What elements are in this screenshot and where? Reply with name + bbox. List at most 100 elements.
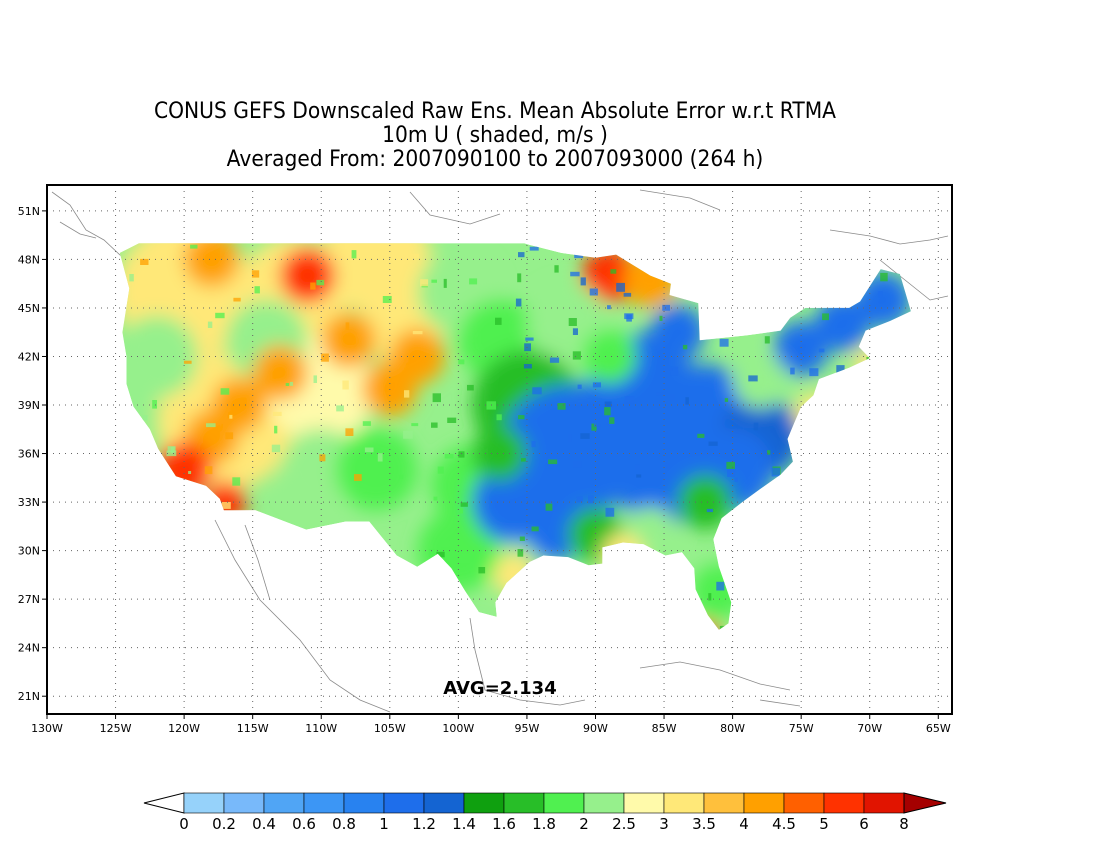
colorbar-segment: [623, 792, 665, 814]
field-speck: [574, 251, 584, 259]
field-speck: [515, 298, 522, 307]
canada-coast-west: [51, 191, 137, 259]
field-speck: [592, 382, 601, 388]
field-speck: [567, 618, 577, 622]
field-speck: [580, 433, 590, 439]
field-speck: [570, 271, 580, 277]
colorbar-segment: [463, 792, 505, 814]
field-speck: [809, 368, 819, 377]
field-speck: [431, 279, 437, 283]
field-speck: [827, 617, 838, 626]
field-speck: [495, 317, 502, 325]
x-tick-label: 80W: [720, 722, 745, 735]
field-speck: [411, 423, 419, 427]
field-blob: [691, 621, 719, 630]
field-speck: [685, 397, 689, 405]
colorbar-label: 1.2: [412, 815, 436, 833]
field-speck: [892, 512, 900, 519]
field-speck: [152, 400, 157, 409]
field-speck: [409, 253, 420, 259]
field-speck: [702, 243, 709, 250]
field-speck: [376, 619, 382, 625]
field-speck: [224, 549, 229, 554]
field-speck: [440, 540, 450, 547]
colorbar-segment: [783, 792, 825, 814]
field-speck: [389, 572, 395, 578]
field-speck: [886, 412, 891, 417]
field-speck: [607, 305, 611, 310]
field-speck: [436, 551, 445, 558]
field-speck: [852, 478, 858, 483]
field-speck: [880, 272, 888, 282]
field-speck: [576, 496, 583, 503]
field-speck: [225, 432, 234, 440]
field-speck: [809, 260, 814, 264]
map-title: CONUS GEFS Downscaled Raw Ens. Mean Abso…: [0, 100, 990, 172]
y-tick-label: 36N: [18, 448, 40, 461]
field-speck: [588, 495, 594, 504]
field-speck: [186, 561, 196, 567]
colorbar-label: 0.6: [292, 815, 316, 833]
title-line-2: 10m U ( shaded, m/s ): [382, 123, 608, 148]
colorbar-label: 0.8: [332, 815, 356, 833]
colorbar-label: 1.8: [532, 815, 556, 833]
field-speck: [877, 291, 883, 298]
field-speck: [879, 372, 886, 381]
field-speck: [315, 612, 324, 620]
colorbar-label: 0: [179, 815, 189, 833]
x-tick-label: 90W: [583, 722, 608, 735]
colorbar-segment: [503, 792, 545, 814]
field-speck: [192, 589, 196, 597]
field-speck: [648, 559, 656, 564]
field-speck: [724, 398, 729, 402]
field-speck: [842, 299, 850, 308]
colorbar-segment: [263, 792, 305, 814]
field-speck: [885, 518, 889, 524]
field-speck: [308, 629, 318, 630]
field-speck: [377, 453, 383, 462]
field-speck: [760, 253, 770, 260]
field-speck: [609, 417, 615, 424]
field-speck: [319, 454, 326, 462]
colorbar-label: 0.2: [212, 815, 236, 833]
field-speck: [518, 252, 525, 258]
field-speck: [719, 625, 729, 630]
longitude-ticks: 130W 125W 120W 115W 110W 105W 100W 95W 90W 85W 80W…: [31, 714, 951, 735]
field-speck: [708, 593, 712, 601]
field-speck: [478, 567, 486, 574]
field-speck: [861, 415, 866, 420]
field-speck: [885, 251, 893, 258]
field-speck: [557, 403, 566, 410]
field-speck: [665, 463, 671, 470]
field-speck: [662, 304, 670, 311]
field-speck: [531, 526, 539, 532]
title-line-3: Averaged From: 2007090100 to 2007093000 …: [226, 147, 764, 172]
field-speck: [272, 411, 282, 416]
colorbar-segment: [863, 792, 905, 814]
field-speck: [842, 384, 853, 389]
field-speck: [342, 380, 349, 390]
x-tick-label: 125W: [100, 722, 132, 735]
field-speck: [451, 600, 457, 606]
field-speck: [591, 423, 597, 431]
field-speck: [623, 292, 632, 297]
x-tick-label: 65W: [926, 722, 951, 735]
field-speck: [868, 556, 873, 564]
field-speck: [344, 573, 354, 581]
field-speck: [443, 278, 447, 288]
colorbar-segment: [663, 792, 705, 814]
field-speck: [306, 610, 311, 617]
field-speck: [846, 610, 855, 614]
field-speck: [891, 471, 896, 476]
field-speck: [398, 474, 404, 480]
field-speck: [336, 405, 344, 412]
field-speck: [458, 359, 465, 365]
field-blob: [602, 533, 644, 575]
field-speck: [842, 579, 846, 584]
field-speck: [221, 502, 231, 509]
lat-lon-grid: [47, 185, 952, 714]
field-speck: [183, 360, 192, 364]
field-speck: [496, 414, 502, 421]
field-speck: [866, 357, 875, 366]
